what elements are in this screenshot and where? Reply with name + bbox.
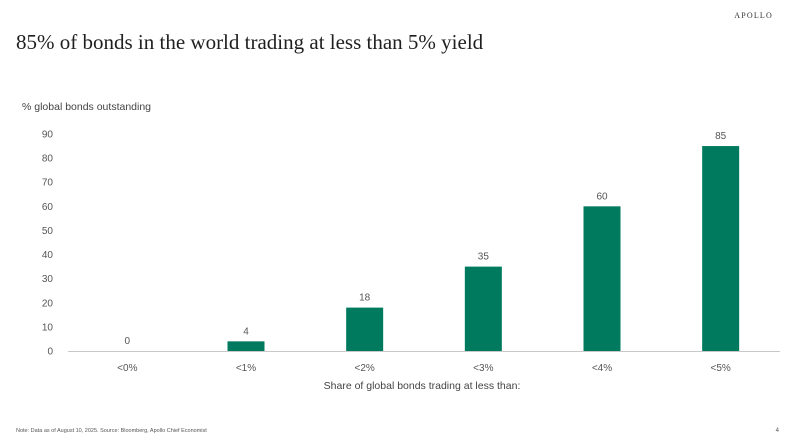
data-label: 4 <box>243 326 249 337</box>
data-label: 60 <box>596 191 608 202</box>
y-tick-label: 80 <box>42 154 54 165</box>
y-tick-label: 40 <box>42 250 54 261</box>
page-number: 4 <box>775 428 779 434</box>
data-label: 18 <box>359 293 371 304</box>
data-label: 0 <box>125 336 131 347</box>
x-tick-label: <2% <box>355 363 375 374</box>
y-tick-label: 50 <box>42 226 54 237</box>
y-tick-label: 0 <box>47 347 53 358</box>
data-labels: 0 4 18 35 60 85 <box>125 131 727 347</box>
y-tick-label: 90 <box>42 130 54 141</box>
y-axis-ticks: 0 10 20 30 40 50 60 70 80 90 <box>42 130 54 358</box>
y-tick-label: 60 <box>42 202 54 213</box>
bar <box>583 206 621 351</box>
x-tick-label: <0% <box>117 363 137 374</box>
x-tick-label: <1% <box>236 363 256 374</box>
y-tick-label: 20 <box>42 298 54 309</box>
brand-logo: APOLLO <box>734 11 773 20</box>
bar <box>346 307 384 351</box>
data-label: 35 <box>478 252 490 263</box>
bar <box>464 266 502 351</box>
chart-title: 85% of bonds in the world trading at les… <box>16 30 484 54</box>
x-axis-label: Share of global bonds trading at less th… <box>324 380 521 392</box>
y-tick-label: 30 <box>42 274 54 285</box>
bars <box>227 146 740 351</box>
x-axis-ticks: <0% <1% <2% <3% <4% <5% <box>117 363 731 374</box>
y-tick-label: 10 <box>42 322 54 333</box>
footnote: Note: Data as of August 10, 2025. Source… <box>16 428 207 434</box>
data-label: 85 <box>715 131 727 142</box>
x-tick-label: <3% <box>473 363 493 374</box>
bar <box>227 341 265 351</box>
bar <box>702 146 740 351</box>
y-tick-label: 70 <box>42 178 54 189</box>
x-tick-label: <5% <box>711 363 731 374</box>
x-tick-label: <4% <box>592 363 612 374</box>
y-axis-label: % global bonds outstanding <box>22 101 151 113</box>
